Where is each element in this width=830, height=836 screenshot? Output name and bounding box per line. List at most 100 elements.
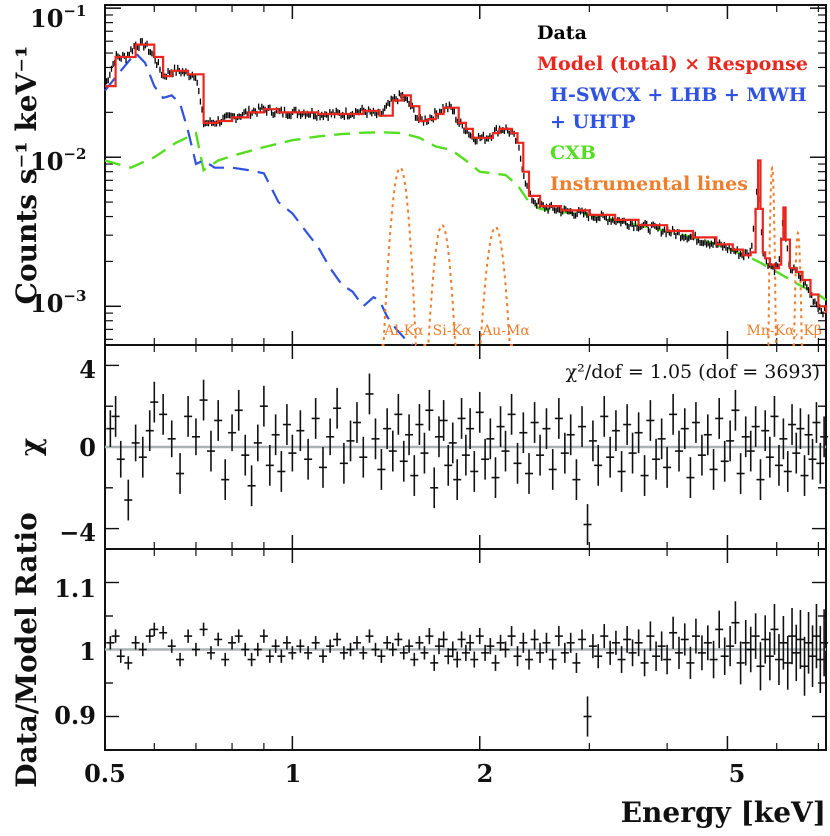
ratio-point (741, 620, 750, 666)
ratio-point (444, 648, 453, 665)
resid-point (333, 387, 342, 429)
resid-point (176, 453, 185, 494)
resid-point (371, 418, 380, 460)
resid-point (496, 406, 505, 447)
resid-point (792, 432, 801, 474)
ratio-point (377, 649, 386, 663)
ratio-point (199, 622, 208, 637)
ratio-point (420, 646, 429, 660)
resid-point (715, 398, 724, 439)
resid-point (572, 459, 581, 501)
ratio-point (756, 642, 765, 691)
resid-point (214, 400, 223, 441)
ratio-point (715, 610, 724, 649)
line-label-si: Si-Kα (433, 323, 472, 339)
resid-point (634, 412, 643, 454)
ratio-point (277, 649, 286, 663)
ratio-point (770, 603, 779, 655)
ratio-point (726, 626, 735, 667)
ratio-point (405, 639, 414, 653)
ytick-label-1e-3: 10−3 (30, 287, 86, 318)
ratio-point (628, 639, 637, 667)
resid-point (138, 436, 147, 478)
resid-point (184, 396, 193, 437)
ratio-point (788, 607, 797, 665)
resid-point (221, 459, 230, 501)
ytick-base-1e-1: 10 (30, 4, 63, 33)
resid-point (788, 404, 797, 445)
resid-point (111, 396, 120, 437)
ratio-point (751, 613, 760, 659)
ratio-point (657, 631, 666, 661)
ratio-point (145, 629, 154, 643)
resid-point (751, 406, 760, 447)
resid-point (731, 389, 740, 431)
resid-point (461, 434, 470, 476)
ratio-point (131, 636, 140, 650)
resid-point (448, 422, 457, 464)
resid-point (560, 432, 569, 474)
ratio-point (221, 652, 230, 667)
ratio-point (548, 649, 557, 670)
xtick-label-2: 2 (477, 759, 494, 788)
ytick-base-1e-2: 10 (30, 147, 63, 176)
resid-point (420, 432, 429, 474)
spectrum-ylabel: Counts s⁻¹ keV⁻¹ (10, 46, 43, 305)
line-label-al: Al-Kα (383, 323, 424, 339)
resid-point (491, 457, 500, 498)
ratio-point (371, 642, 380, 657)
resid-point (623, 404, 632, 445)
resid-point (271, 414, 280, 456)
resid-point (548, 449, 557, 490)
resid-point (709, 449, 718, 490)
resid-point (680, 408, 689, 450)
ytick-exp-1e-3: −3 (63, 287, 86, 305)
resid-point (736, 453, 745, 494)
ratio-point (663, 644, 672, 675)
resid-point (816, 442, 825, 484)
ratio-point (640, 649, 649, 677)
ratio-point (525, 649, 534, 670)
resid-point (425, 389, 434, 431)
resid-point (507, 393, 516, 435)
legend-model: Model (total) × Response (537, 53, 808, 75)
ratio-point (430, 654, 439, 671)
resid-point (399, 440, 408, 482)
ratio-point (296, 639, 305, 653)
resid-point (124, 479, 133, 521)
resid-point (277, 451, 286, 492)
ratio-point (176, 652, 185, 667)
resid-point (116, 440, 125, 478)
ratio-point (415, 636, 424, 650)
resid-ytick-0: 0 (79, 433, 96, 462)
resid-point (296, 410, 305, 452)
ytick-label-1e-1: 10−1 (30, 2, 86, 33)
resid-point (444, 444, 453, 486)
ratio-point (496, 634, 505, 651)
ratio-point (265, 649, 274, 663)
resid-point (796, 408, 805, 450)
resid-point (686, 457, 695, 498)
resid-point (253, 424, 262, 462)
resid-point (800, 455, 809, 496)
resid-point (741, 416, 750, 458)
resid-point (457, 398, 466, 439)
resid-point (377, 449, 386, 490)
ratio-point (761, 615, 770, 664)
ratio-point (617, 646, 626, 673)
xtick-label-1: 1 (285, 759, 302, 788)
ratio-point (425, 628, 434, 645)
resid-point (339, 442, 348, 484)
resid-point (657, 418, 666, 460)
ratio-point (519, 632, 528, 653)
resid-point (703, 414, 712, 456)
resid-point (106, 410, 115, 447)
resid-point (663, 447, 672, 488)
ratio-point (486, 638, 495, 655)
resid-point (234, 389, 243, 431)
resid-point (430, 467, 439, 509)
ratio-point (736, 641, 745, 685)
resid-point (611, 410, 620, 452)
resid-point (530, 402, 539, 443)
ratio-point (319, 649, 328, 663)
